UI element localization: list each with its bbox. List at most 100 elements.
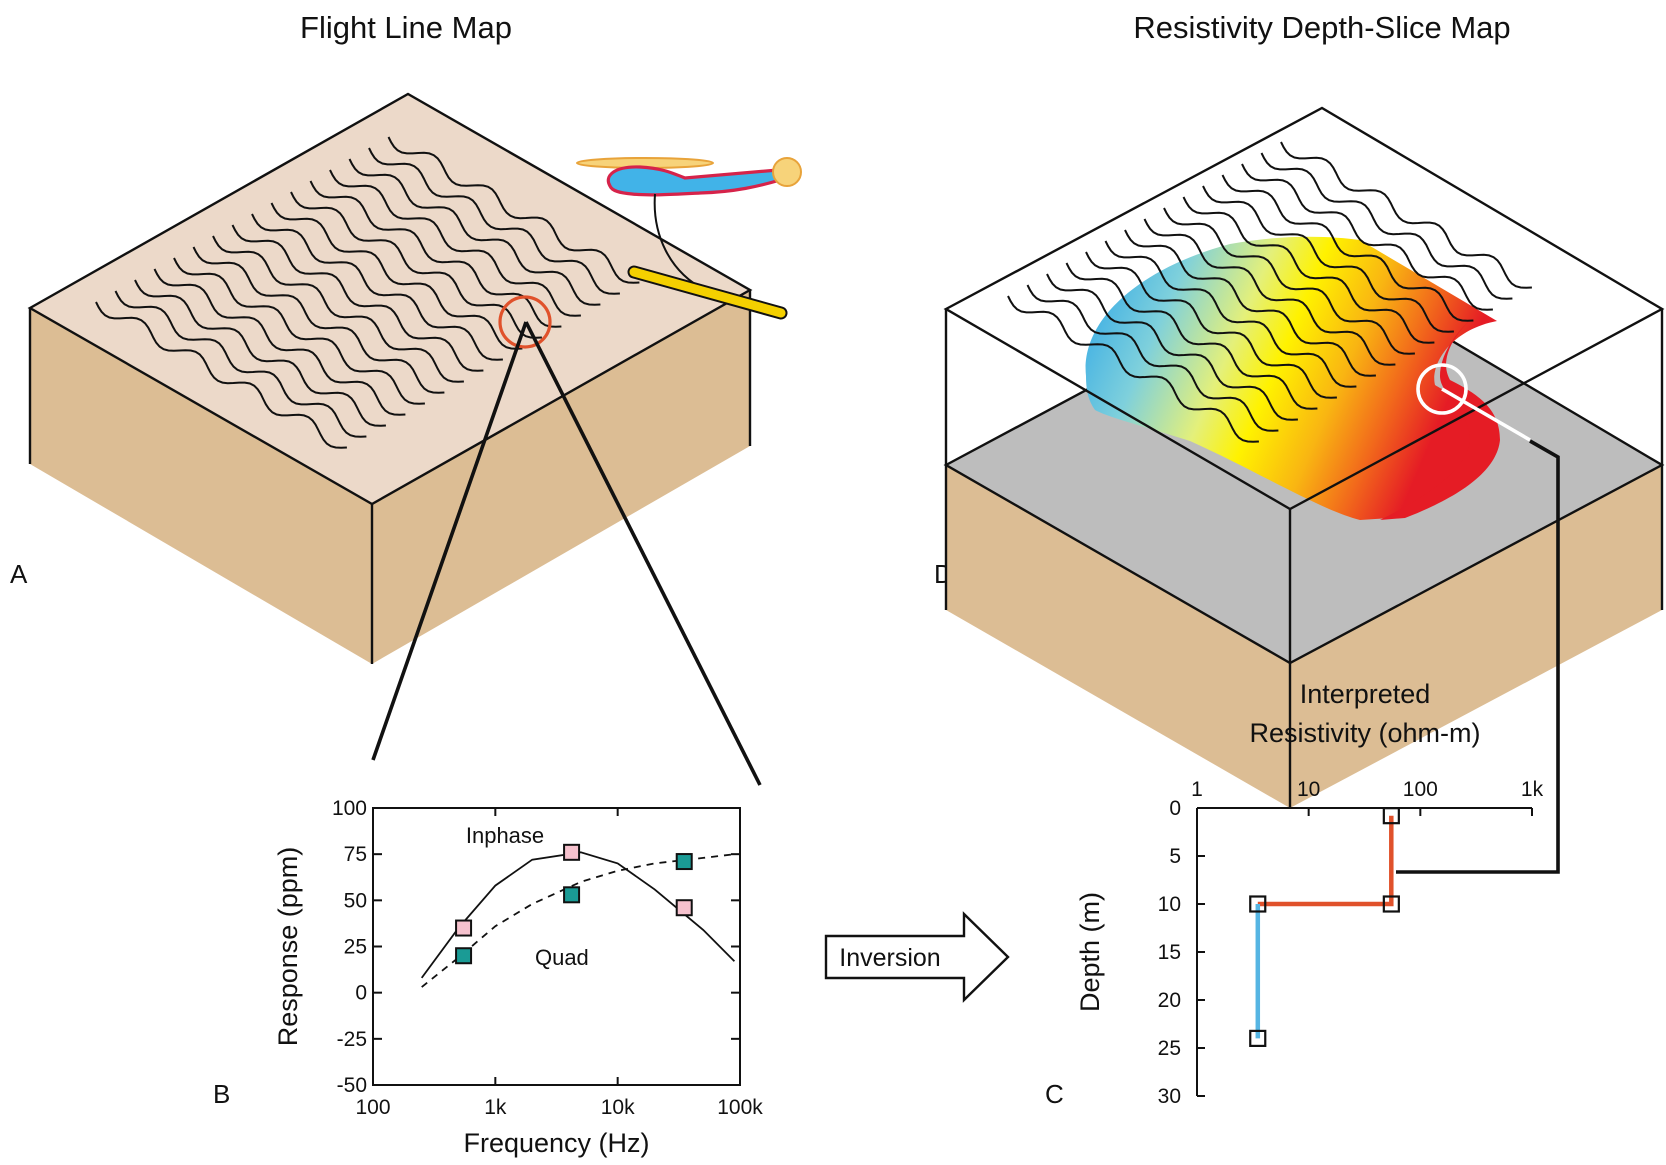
layer-boundary-marker <box>1382 807 1400 825</box>
tail-rotor <box>772 157 802 187</box>
y-axis-title: Depth (m) <box>1075 892 1105 1012</box>
sensor-bird-fill <box>629 267 786 318</box>
flight-line <box>1202 185 1454 333</box>
flight-line <box>173 257 425 405</box>
layer-boundary-marker <box>1249 895 1267 913</box>
flight-line <box>95 301 347 449</box>
y-tick-label: -50 <box>337 1074 367 1097</box>
helicopter <box>576 157 802 320</box>
flight-line <box>329 169 581 317</box>
flight-line <box>348 158 601 306</box>
resistivity-anomaly <box>1085 236 1498 520</box>
x-tick-label: 1k <box>1521 778 1544 801</box>
upper-layer-line <box>1257 815 1394 907</box>
flight-line <box>1221 174 1474 322</box>
response-chart: 100 1k 10k 100k 100 75 50 25 0 -25 -50 Frequency (H… <box>273 797 763 1158</box>
flight-line <box>1026 284 1279 432</box>
y-tick-label: 25 <box>1158 1037 1181 1060</box>
resistivity-map-title: Resistivity Depth-Slice Map <box>1133 10 1510 45</box>
quad-label: Quad <box>535 945 589 970</box>
flight-line <box>192 246 445 394</box>
inversion-arrow: Inversion <box>824 911 1010 1003</box>
y-tick-label: 15 <box>1158 941 1181 964</box>
flight-lines-a <box>95 136 640 449</box>
sounding-pointer <box>1441 387 1531 442</box>
x-tick-label: 1k <box>484 1096 507 1119</box>
inphase-point <box>455 919 473 937</box>
flight-line <box>1104 240 1357 388</box>
x-tick-label: 100k <box>717 1096 763 1119</box>
y-tick-label: 25 <box>344 936 367 959</box>
layer-boundary-marker <box>1382 895 1400 913</box>
quad-point <box>563 886 581 904</box>
y-tick-label: 100 <box>332 797 367 820</box>
y-axis-title: Response (ppm) <box>273 847 303 1047</box>
x-tick-label: 100 <box>1403 778 1438 801</box>
flight-line <box>1085 251 1337 399</box>
y-tick-label: 5 <box>1169 845 1181 868</box>
flight-line <box>231 224 484 372</box>
sounding-location-marker <box>1416 363 1468 415</box>
zoom-line-right <box>524 321 762 786</box>
zoom-line-left <box>371 321 528 761</box>
resistivity-profile-chart: 1 10 100 1k 0 5 10 15 20 25 30 Interpreted Resistivi… <box>1075 679 1544 1108</box>
anomaly-red-rim <box>1380 320 1500 520</box>
flight-line <box>1280 141 1532 289</box>
panel-label-c: C <box>1045 1079 1064 1109</box>
resistivity-block-d <box>943 106 1665 874</box>
x-axis-title-line2: Resistivity (ohm-m) <box>1249 718 1480 748</box>
inphase-curve <box>420 851 736 979</box>
y-tick-label: 30 <box>1158 1085 1181 1108</box>
flight-line <box>368 147 620 295</box>
slice-left-face <box>946 465 1290 808</box>
terrain-left-face <box>30 308 372 664</box>
y-tick-label: -25 <box>337 1028 367 1051</box>
slice-right-face <box>1290 465 1662 808</box>
flight-line <box>1065 262 1318 410</box>
flight-line <box>1007 295 1259 443</box>
x-tick-label: 1 <box>1191 778 1203 801</box>
flight-line <box>1046 273 1298 421</box>
flight-line <box>1124 229 1376 377</box>
flight-line <box>114 290 367 438</box>
flight-line <box>387 136 640 284</box>
flight-line <box>212 235 464 383</box>
flight-line <box>1143 218 1396 366</box>
quad-point <box>455 947 473 965</box>
flight-line <box>153 268 406 416</box>
inversion-arrow-shape <box>824 911 1010 1003</box>
terrain-right-face <box>372 290 750 664</box>
flight-lines-d <box>1007 141 1532 443</box>
inversion-label: Inversion <box>839 944 940 972</box>
inphase-point <box>675 899 693 917</box>
inphase-point <box>563 843 581 861</box>
x-axis-title: Frequency (Hz) <box>463 1128 649 1158</box>
quad-point <box>675 853 693 871</box>
panel-label-a: A <box>10 559 28 589</box>
flight-line <box>1241 163 1493 311</box>
flight-line <box>1163 207 1415 355</box>
flight-line <box>270 202 523 350</box>
helicopter-body <box>606 165 786 197</box>
inphase-label: Inphase <box>466 823 544 848</box>
sounding-leader <box>1396 439 1560 874</box>
panel-label-b: B <box>213 1079 230 1109</box>
x-tick-label: 10 <box>1297 778 1320 801</box>
x-axis-title-line1: Interpreted <box>1300 679 1431 709</box>
y-tick-label: 75 <box>344 843 367 866</box>
flight-line <box>134 279 386 427</box>
flight-line <box>1182 196 1435 344</box>
flight-line <box>1260 152 1513 300</box>
flight-line <box>251 213 503 361</box>
y-tick-label: 10 <box>1158 893 1181 916</box>
measurement-location-marker <box>498 295 552 349</box>
x-tick-label: 100 <box>355 1096 390 1119</box>
layer-boundary-marker <box>1249 1029 1267 1048</box>
y-tick-label: 20 <box>1158 989 1181 1012</box>
y-tick-label: 0 <box>355 982 367 1005</box>
terrain-block-a <box>27 92 753 664</box>
y-tick-label: 0 <box>1169 797 1181 820</box>
y-tick-label: 50 <box>344 889 367 912</box>
flight-line-map-title: Flight Line Map <box>300 10 512 45</box>
